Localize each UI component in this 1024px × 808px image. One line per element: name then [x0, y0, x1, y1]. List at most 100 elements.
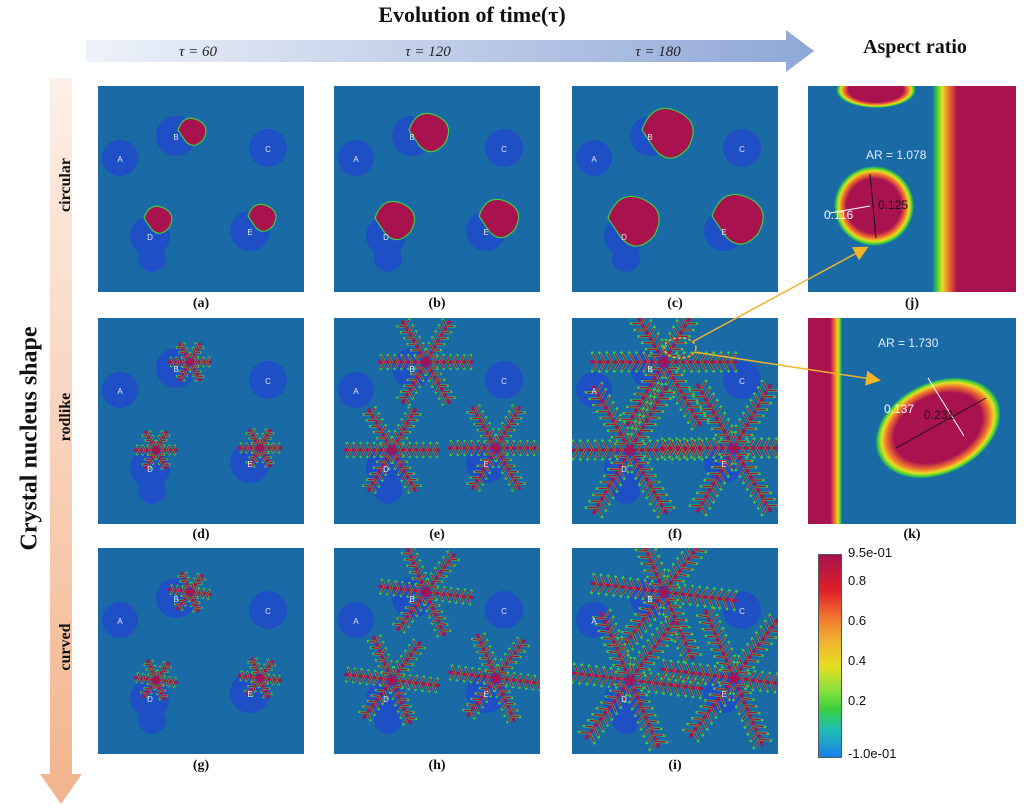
svg-text:C: C	[265, 145, 271, 154]
svg-text:B: B	[647, 365, 652, 374]
svg-text:C: C	[739, 377, 745, 386]
grain-c	[249, 129, 287, 167]
svg-text:B: B	[409, 133, 414, 142]
colorbar-tick-0-2: 0.2	[848, 693, 867, 708]
shape-arrow	[40, 78, 82, 804]
time-arrow	[86, 30, 814, 72]
svg-text:C: C	[265, 377, 271, 386]
colorbar-tick-0-6: 0.6	[848, 613, 867, 628]
panel-i: A B C D E	[572, 548, 778, 754]
grain-c	[723, 129, 761, 167]
svg-text:B: B	[173, 365, 178, 374]
svg-text:C: C	[739, 145, 745, 154]
panel-label-c: (c)	[667, 296, 683, 311]
tau-label-180: τ = 180	[635, 44, 681, 60]
svg-text:E: E	[247, 460, 252, 469]
svg-text:D: D	[383, 695, 389, 704]
grain-a	[102, 372, 138, 408]
panel-g: A B C D E	[98, 548, 304, 754]
svg-text:D: D	[621, 695, 627, 704]
tau-label-60: τ = 60	[179, 44, 217, 60]
grain-c	[249, 591, 287, 629]
grain-c	[249, 361, 287, 399]
grain-a	[338, 372, 374, 408]
svg-text:C: C	[501, 377, 507, 386]
svg-text:E: E	[247, 690, 252, 699]
panel-label-i: (i)	[668, 758, 682, 773]
grain-c	[485, 591, 523, 629]
grain-c	[485, 129, 523, 167]
panel-c: A B C D E	[572, 86, 778, 292]
grain-a	[338, 602, 374, 638]
time-axis-title: Evolution of time(τ)	[378, 2, 566, 27]
svg-text:B: B	[409, 365, 414, 374]
svg-text:E: E	[483, 460, 488, 469]
panel-j	[808, 86, 1016, 292]
ar-label-j: AR = 1.078	[866, 148, 927, 162]
grain-a	[102, 602, 138, 638]
panel-label-a: (a)	[192, 296, 210, 311]
svg-text:D: D	[383, 465, 389, 474]
svg-text:E: E	[721, 690, 726, 699]
svg-text:A: A	[117, 155, 123, 164]
tau-label-120: τ = 120	[405, 44, 451, 60]
panel-h: A B C D E	[334, 548, 540, 754]
svg-text:E: E	[721, 460, 726, 469]
aspect-ratio-title: Aspect ratio	[863, 36, 967, 58]
svg-text:B: B	[409, 595, 414, 604]
svg-text:E: E	[247, 228, 252, 237]
svg-text:B: B	[647, 595, 652, 604]
row-label-circular: circular	[57, 158, 74, 212]
svg-text:B: B	[647, 133, 652, 142]
svg-text:D: D	[621, 233, 627, 242]
row-label-rodlike: rodlike	[57, 392, 74, 442]
colorbar-tick-0-4: 0.4	[848, 653, 867, 668]
svg-text:A: A	[117, 617, 123, 626]
panel-a: A B C D E	[98, 86, 304, 292]
panel-label-f: (f)	[668, 527, 682, 542]
panel-label-j: (j)	[905, 296, 919, 311]
ar-label-k: AR = 1.730	[878, 336, 939, 350]
svg-text:D: D	[383, 233, 389, 242]
colorbar-min: -1.0e-01	[848, 746, 897, 761]
panel-label-k: (k)	[903, 527, 921, 542]
length-label-j-minor: 0.116	[824, 208, 854, 222]
crystal-shape-axis-title: Crystal nucleus shape	[16, 326, 43, 551]
panel-label-e: (e)	[429, 527, 445, 542]
svg-text:C: C	[501, 607, 507, 616]
panel-f: A B C D E	[572, 318, 778, 524]
svg-text:C: C	[501, 145, 507, 154]
svg-text:E: E	[483, 690, 488, 699]
length-label-k-minor: 0.137	[884, 402, 915, 416]
svg-text:E: E	[483, 228, 488, 237]
panel-e: A B C D E	[334, 318, 540, 524]
grain-b	[156, 578, 196, 618]
grain-a	[576, 140, 612, 176]
svg-text:A: A	[353, 155, 359, 164]
colorbar-tick-0-8: 0.8	[848, 573, 867, 588]
svg-text:D: D	[147, 233, 153, 242]
panel-label-d: (d)	[192, 527, 210, 542]
grain-a	[576, 602, 612, 638]
grain-a	[338, 140, 374, 176]
svg-text:A: A	[117, 387, 123, 396]
length-label-k-major: 0.231	[924, 408, 955, 422]
svg-text:C: C	[265, 607, 271, 616]
grain-a	[102, 140, 138, 176]
panel-label-g: (g)	[192, 758, 210, 773]
svg-text:A: A	[591, 155, 597, 164]
svg-text:A: A	[591, 387, 597, 396]
svg-text:D: D	[147, 465, 153, 474]
panel-label-b: (b)	[428, 296, 446, 311]
svg-text:B: B	[173, 133, 178, 142]
svg-text:D: D	[147, 695, 153, 704]
svg-text:A: A	[353, 387, 359, 396]
svg-text:E: E	[721, 228, 726, 237]
svg-text:D: D	[621, 465, 627, 474]
colorbar	[818, 554, 842, 758]
row-label-curved: curved	[57, 623, 74, 671]
svg-text:A: A	[353, 617, 359, 626]
panel-b: A B C D E	[334, 86, 540, 292]
panel-d: A B C D E	[98, 318, 304, 524]
panel-label-h: (h)	[428, 758, 446, 773]
